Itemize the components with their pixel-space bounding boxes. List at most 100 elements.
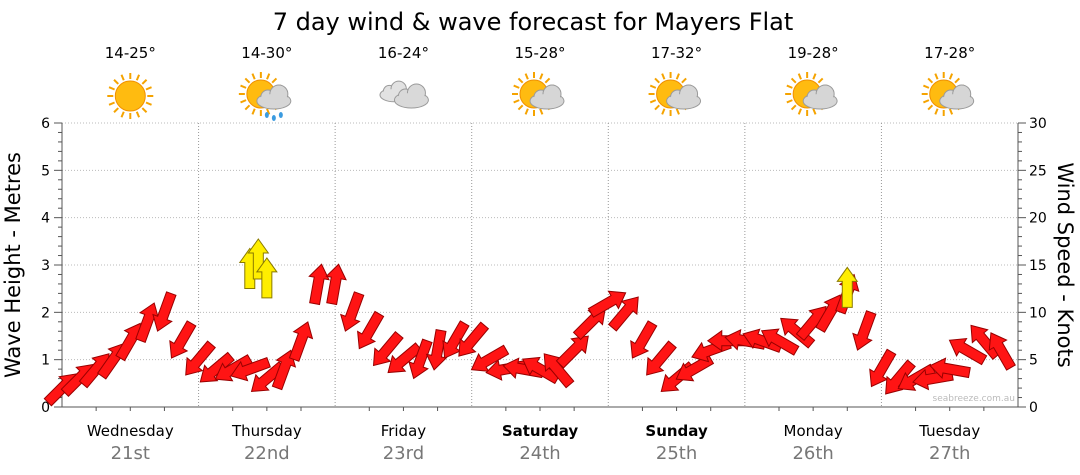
left-tick-label: 1 <box>41 353 50 369</box>
right-tick-label: 20 <box>1029 211 1047 227</box>
right-tick-label: 10 <box>1029 305 1047 321</box>
sun-ray <box>654 77 660 84</box>
wind-arrow <box>587 290 627 318</box>
right-tick-label: 30 <box>1029 116 1047 132</box>
sun-ray <box>923 99 930 104</box>
credit-watermark: seabreeze.com.au <box>933 394 1015 404</box>
wind-arrow <box>199 351 235 383</box>
sun-ray <box>817 77 824 84</box>
day-date: 21st <box>111 443 150 464</box>
sun-ray <box>271 77 278 84</box>
sun-ray <box>923 84 930 89</box>
wind-arrow <box>630 320 658 359</box>
day-name: Tuesday <box>918 422 980 440</box>
sun-ray <box>120 111 125 118</box>
sun-ray <box>948 108 954 115</box>
sun-cloud-icon <box>648 72 702 116</box>
sun-ray <box>675 108 680 115</box>
right-tick-label: 15 <box>1029 258 1047 274</box>
right-tick-label: 5 <box>1029 353 1038 369</box>
chart-title: 7 day wind & wave forecast for Mayers Fl… <box>273 8 794 36</box>
day-date: 27th <box>929 443 970 464</box>
strong-wind-arrows <box>238 238 859 308</box>
sun-ray <box>790 104 797 111</box>
left-tick-label: 3 <box>41 258 50 274</box>
wind-arrow <box>988 332 1016 371</box>
day-date: 24th <box>519 443 560 464</box>
wind-arrow <box>760 328 800 356</box>
day-name: Wednesday <box>87 422 174 440</box>
cloud-shape <box>393 83 429 109</box>
left-tick-label: 4 <box>41 211 50 227</box>
day-name: Friday <box>381 422 427 440</box>
left-axis-title: Wave Height - Metres <box>1 152 25 378</box>
temp-range: 16-24° <box>378 44 429 62</box>
sun-ray <box>113 107 119 113</box>
sun-ray <box>266 108 271 115</box>
cloudy-icon <box>379 80 429 109</box>
sunny-icon <box>107 73 154 119</box>
sun-ray <box>948 73 954 80</box>
day-name: Sunday <box>645 422 708 440</box>
sun-ray <box>797 108 802 115</box>
sun-ray <box>812 73 817 80</box>
wind-arrow <box>929 357 971 379</box>
sun-ray <box>786 84 793 89</box>
sun-ray <box>661 73 666 80</box>
sun-ray <box>244 104 251 111</box>
sun-ray <box>539 73 544 80</box>
wind-arrows <box>43 263 1016 407</box>
temp-range: 14-30° <box>241 44 292 62</box>
sun-ray <box>927 104 934 111</box>
sun-ray <box>266 73 271 80</box>
wind-arrow <box>152 291 177 332</box>
sun-ray <box>108 86 115 91</box>
sun-ray <box>120 74 125 81</box>
sun-ray <box>113 79 119 85</box>
sun-ray <box>141 79 148 85</box>
sun-ray <box>675 73 680 80</box>
wind-arrow <box>214 354 254 382</box>
wind-arrow <box>185 340 216 376</box>
wind-arrow <box>852 310 877 351</box>
sun-ray <box>240 99 247 104</box>
sun-disc <box>114 80 146 112</box>
sun-ray <box>524 73 529 80</box>
sun-ray <box>649 99 657 104</box>
wind-arrow <box>357 310 385 350</box>
sun-ray <box>108 101 115 106</box>
day-date: 22nd <box>244 443 290 464</box>
day-name: Monday <box>784 422 843 440</box>
wind-arrow <box>572 307 606 341</box>
temp-range: 17-32° <box>651 44 702 62</box>
weather-row: 14-25° 14-30° 16-24° 15-28° 17-32° 19-28° 17-2… <box>105 44 975 121</box>
right-axis-title: Wind Speed - Knots <box>1053 162 1077 367</box>
axes: 0 1 2 3 4 5 6 0 5 10 15 20 25 30 <box>41 116 1047 416</box>
rain-drop <box>271 115 276 121</box>
day-date: 25th <box>656 443 697 464</box>
rain-drop <box>278 112 283 118</box>
sun-ray <box>797 73 802 80</box>
strong-wind-arrow <box>836 266 859 308</box>
sun-cloud-icon <box>921 72 975 116</box>
cloud-shape <box>666 84 702 110</box>
wind-arrow <box>372 330 404 367</box>
sun-ray <box>513 84 520 89</box>
sun-ray <box>524 108 529 115</box>
sun-ray <box>135 74 141 81</box>
sun-ray <box>927 77 934 84</box>
sun-ray <box>786 99 793 104</box>
wind-arrow <box>607 296 639 332</box>
sun-ray <box>517 104 524 111</box>
sun-ray <box>240 84 247 89</box>
sun-ray <box>517 77 524 84</box>
sun-cloud-icon <box>512 72 565 116</box>
left-tick-label: 2 <box>41 305 50 321</box>
wind-arrow <box>646 340 677 376</box>
right-tick-label: 25 <box>1029 163 1047 179</box>
sun-ray <box>812 108 817 115</box>
strong-wind-arrow <box>255 257 278 299</box>
sun-ray <box>954 77 960 84</box>
day-name: Thursday <box>231 422 302 440</box>
